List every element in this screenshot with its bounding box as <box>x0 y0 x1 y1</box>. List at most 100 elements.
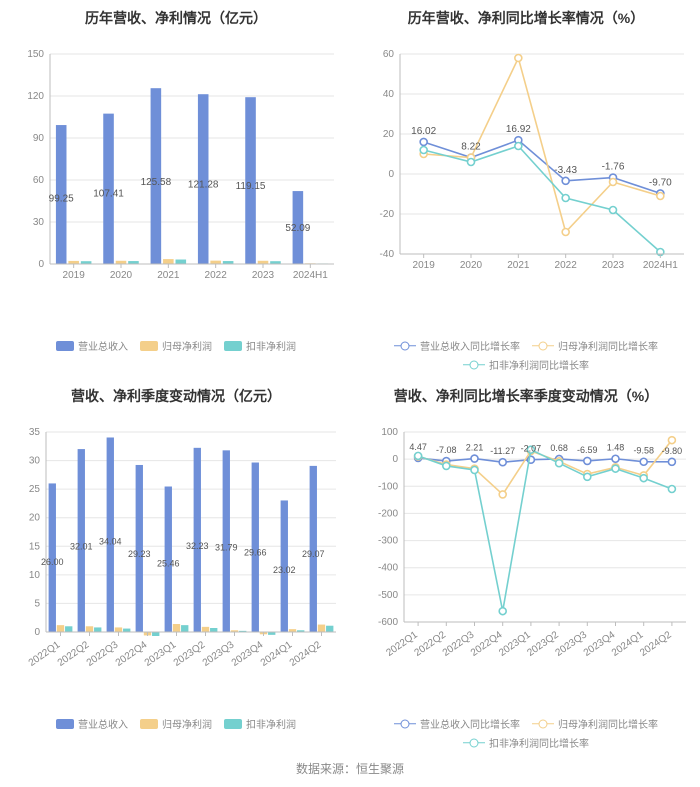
legend-swatch <box>140 341 158 351</box>
svg-text:10: 10 <box>29 570 41 581</box>
legend-label: 扣非净利润 <box>246 716 296 731</box>
legend-label: 营业总收入同比增长率 <box>420 338 520 353</box>
legend-swatch <box>56 341 74 351</box>
legend-item: 营业总收入同比增长率 <box>394 338 520 353</box>
legend-label: 扣非净利润同比增长率 <box>489 735 589 750</box>
chart-title: 历年营收、净利情况（亿元） <box>6 8 346 28</box>
panel-bottom-right: 营收、净利同比增长率季度变动情况（%） -600-500-400-300-200… <box>356 382 696 750</box>
svg-text:2023: 2023 <box>602 260 625 271</box>
svg-text:2024Q1: 2024Q1 <box>259 639 295 669</box>
legend-label: 扣非净利润 <box>246 338 296 353</box>
data-source-footer: 数据来源：恒生聚源 <box>0 754 700 787</box>
svg-text:0: 0 <box>392 454 398 465</box>
svg-text:121.28: 121.28 <box>188 180 219 191</box>
svg-text:2.21: 2.21 <box>466 443 484 453</box>
legend-item: 营业总收入 <box>56 716 128 731</box>
svg-text:2022Q4: 2022Q4 <box>114 639 150 669</box>
svg-text:150: 150 <box>27 49 44 60</box>
svg-text:20: 20 <box>383 129 395 140</box>
svg-text:2023Q1: 2023Q1 <box>143 639 179 669</box>
svg-text:8.22: 8.22 <box>461 142 481 153</box>
legend-label: 营业总收入 <box>78 716 128 731</box>
svg-text:23.02: 23.02 <box>273 565 296 575</box>
svg-text:-9.70: -9.70 <box>649 177 672 188</box>
chart-grid: 历年营收、净利情况（亿元） 030609012015099.25107.4112… <box>0 0 700 754</box>
svg-text:2024Q2: 2024Q2 <box>288 639 324 669</box>
legend-swatch <box>532 719 554 729</box>
svg-text:0: 0 <box>34 627 40 638</box>
svg-text:60: 60 <box>383 49 395 60</box>
svg-text:16.92: 16.92 <box>506 124 531 135</box>
svg-text:125.58: 125.58 <box>141 177 172 188</box>
legend-label: 归母净利润 <box>162 338 212 353</box>
legend-label: 扣非净利润同比增长率 <box>489 357 589 372</box>
svg-text:1.48: 1.48 <box>607 443 625 453</box>
legend-swatch <box>394 341 416 351</box>
svg-text:2022Q3: 2022Q3 <box>85 639 121 669</box>
svg-text:31.79: 31.79 <box>215 542 238 552</box>
svg-text:2022Q2: 2022Q2 <box>56 639 92 669</box>
svg-text:-3.43: -3.43 <box>554 165 577 176</box>
chart-title: 营收、净利同比增长率季度变动情况（%） <box>356 386 696 406</box>
svg-text:-40: -40 <box>380 249 395 260</box>
legend-swatch <box>463 738 485 748</box>
svg-text:16.02: 16.02 <box>411 126 436 137</box>
legend-swatch <box>140 719 158 729</box>
svg-text:40: 40 <box>383 89 395 100</box>
legend-label: 归母净利润同比增长率 <box>558 716 658 731</box>
svg-text:2022: 2022 <box>555 260 578 271</box>
svg-text:-400: -400 <box>378 563 398 574</box>
svg-text:-1.76: -1.76 <box>602 162 625 173</box>
svg-text:2023Q4: 2023Q4 <box>230 639 266 669</box>
svg-text:-200: -200 <box>378 508 398 519</box>
svg-text:90: 90 <box>33 133 45 144</box>
legend-label: 营业总收入 <box>78 338 128 353</box>
legend-br: 营业总收入同比增长率归母净利润同比增长率扣非净利润同比增长率 <box>356 716 696 750</box>
svg-text:25: 25 <box>29 484 41 495</box>
legend-item: 扣非净利润 <box>224 716 296 731</box>
svg-text:30: 30 <box>33 217 45 228</box>
legend-item: 归母净利润同比增长率 <box>532 716 658 731</box>
svg-text:-100: -100 <box>378 481 398 492</box>
svg-text:2023: 2023 <box>252 270 275 281</box>
svg-text:119.15: 119.15 <box>236 181 266 192</box>
svg-text:29.66: 29.66 <box>244 548 267 558</box>
svg-text:29.23: 29.23 <box>128 549 151 559</box>
svg-text:2020: 2020 <box>460 260 483 271</box>
svg-text:-6.59: -6.59 <box>577 445 598 455</box>
svg-text:2024Q2: 2024Q2 <box>638 629 674 659</box>
svg-text:-7.08: -7.08 <box>436 445 457 455</box>
legend-item: 归母净利润同比增长率 <box>532 338 658 353</box>
chart-svg-slot-tr: -40-20020406016.028.2216.92-3.43-1.76-9.… <box>356 36 696 336</box>
legend-item: 归母净利润 <box>140 338 212 353</box>
svg-text:100: 100 <box>381 427 398 438</box>
svg-text:0: 0 <box>388 169 394 180</box>
legend-label: 归母净利润同比增长率 <box>558 338 658 353</box>
svg-text:2024H1: 2024H1 <box>293 270 328 281</box>
chart-title: 历年营收、净利同比增长率情况（%） <box>356 8 696 28</box>
svg-text:2023Q3: 2023Q3 <box>201 639 237 669</box>
svg-text:2024H1: 2024H1 <box>643 260 678 271</box>
svg-text:32.23: 32.23 <box>186 541 209 551</box>
legend-swatch <box>532 341 554 351</box>
svg-text:2020: 2020 <box>110 270 133 281</box>
panel-top-left: 历年营收、净利情况（亿元） 030609012015099.25107.4112… <box>6 4 346 372</box>
svg-text:2021: 2021 <box>507 260 530 271</box>
svg-text:5: 5 <box>34 598 40 609</box>
svg-text:0: 0 <box>38 259 44 270</box>
legend-item: 扣非净利润同比增长率 <box>463 735 589 750</box>
svg-text:2023Q2: 2023Q2 <box>172 639 208 669</box>
legend-item: 扣非净利润同比增长率 <box>463 357 589 372</box>
legend-swatch <box>224 341 242 351</box>
legend-swatch <box>56 719 74 729</box>
chart-title: 营收、净利季度变动情况（亿元） <box>6 386 346 406</box>
svg-text:-9.80: -9.80 <box>662 446 683 456</box>
legend-item: 营业总收入 <box>56 338 128 353</box>
panel-top-right: 历年营收、净利同比增长率情况（%） -40-20020406016.028.22… <box>356 4 696 372</box>
svg-text:20: 20 <box>29 513 41 524</box>
svg-text:-300: -300 <box>378 536 398 547</box>
legend-swatch <box>394 719 416 729</box>
legend-swatch <box>463 360 485 370</box>
legend-swatch <box>224 719 242 729</box>
panel-bottom-left: 营收、净利季度变动情况（亿元） 0510152025303526.0032.01… <box>6 382 346 750</box>
